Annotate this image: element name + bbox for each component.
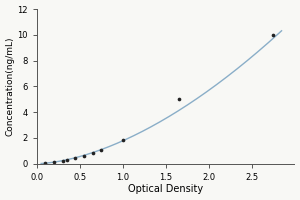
Point bbox=[90, 152, 95, 155]
Point bbox=[99, 149, 104, 152]
Point bbox=[43, 161, 48, 165]
Point bbox=[82, 154, 86, 158]
Point bbox=[176, 98, 181, 101]
Y-axis label: Concentration(ng/mL): Concentration(ng/mL) bbox=[6, 37, 15, 136]
Point bbox=[271, 33, 275, 36]
Point bbox=[120, 139, 125, 142]
Point bbox=[73, 156, 78, 159]
Point bbox=[64, 158, 69, 161]
Point bbox=[52, 161, 56, 164]
X-axis label: Optical Density: Optical Density bbox=[128, 184, 203, 194]
Point bbox=[60, 159, 65, 163]
